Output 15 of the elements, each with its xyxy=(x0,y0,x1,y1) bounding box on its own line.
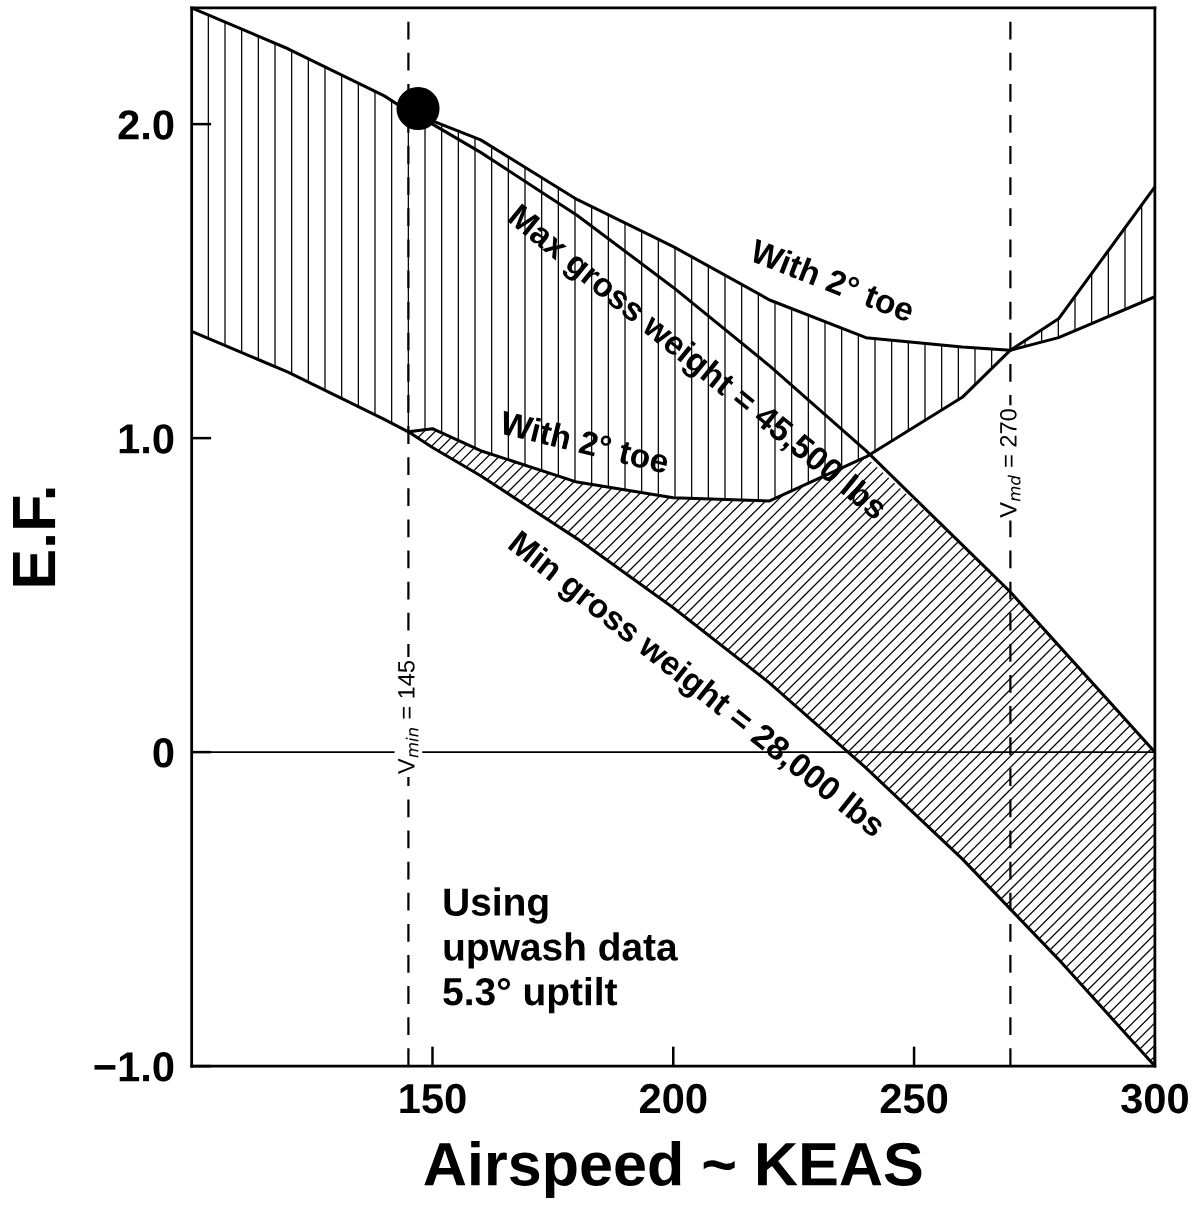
ref-line-label: V$_{md}$ = 270 xyxy=(999,409,1021,518)
x-tick-label: 150 xyxy=(400,1083,466,1114)
x-tick-label: 200 xyxy=(639,1083,707,1114)
y-tick-label: 0 xyxy=(153,738,174,768)
y-tick-label: −1.0 xyxy=(94,1052,174,1082)
text: With 2° toe xyxy=(748,237,917,323)
y-axis-title: E.F. xyxy=(13,488,56,586)
x-tick-label: 250 xyxy=(880,1083,948,1114)
ref-line-label: V$_{min}$ = 145 xyxy=(398,660,419,774)
x-axis-title: Airspeed ~ KEAS xyxy=(424,1141,922,1199)
annotation: Using upwash data 5.3° uptilt xyxy=(443,887,678,1014)
y-tick-label: 1.0 xyxy=(119,424,174,454)
y-tick-label: 2.0 xyxy=(118,110,174,140)
text: With 2° toe xyxy=(498,409,671,474)
x-tick-label: 300 xyxy=(1121,1083,1188,1114)
